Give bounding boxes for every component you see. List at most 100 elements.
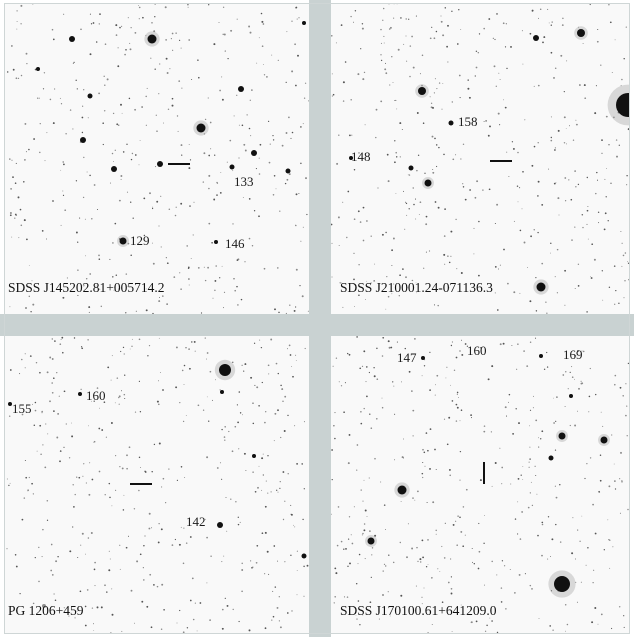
faint-star bbox=[93, 441, 95, 443]
faint-star bbox=[129, 348, 131, 350]
faint-star bbox=[580, 380, 582, 382]
faint-star bbox=[119, 544, 121, 546]
faint-star bbox=[82, 105, 84, 107]
faint-star bbox=[395, 151, 397, 154]
faint-star bbox=[592, 582, 594, 584]
bright-star bbox=[418, 87, 426, 95]
faint-star bbox=[444, 208, 446, 210]
faint-star bbox=[601, 152, 603, 154]
faint-star bbox=[581, 515, 583, 517]
faint-star bbox=[363, 350, 366, 353]
faint-star bbox=[362, 78, 365, 81]
faint-star bbox=[249, 31, 252, 34]
faint-star bbox=[381, 355, 384, 357]
faint-star bbox=[62, 296, 65, 299]
faint-star bbox=[599, 479, 602, 482]
faint-star bbox=[439, 570, 441, 572]
faint-star bbox=[537, 84, 540, 87]
faint-star bbox=[165, 57, 168, 60]
faint-star bbox=[119, 466, 121, 468]
bright-star bbox=[408, 165, 414, 171]
faint-star bbox=[483, 542, 485, 545]
faint-star bbox=[577, 349, 579, 352]
faint-star bbox=[240, 298, 243, 301]
faint-star bbox=[444, 263, 446, 265]
star-label-160-br: 160 bbox=[467, 343, 487, 358]
faint-star bbox=[144, 471, 147, 473]
faint-star bbox=[570, 198, 573, 201]
faint-star bbox=[517, 201, 519, 203]
faint-star bbox=[522, 479, 524, 480]
faint-star bbox=[503, 248, 505, 251]
faint-star bbox=[551, 538, 554, 541]
faint-star bbox=[517, 151, 519, 154]
faint-star bbox=[41, 412, 43, 414]
faint-star bbox=[440, 20, 443, 23]
faint-star bbox=[575, 123, 578, 126]
star-label-133: 133 bbox=[234, 174, 254, 189]
faint-star bbox=[88, 493, 91, 496]
faint-star bbox=[519, 292, 521, 294]
faint-star bbox=[84, 624, 87, 627]
faint-star bbox=[171, 32, 174, 35]
faint-star bbox=[621, 265, 623, 267]
faint-star bbox=[121, 630, 123, 632]
faint-star bbox=[471, 548, 473, 549]
faint-star bbox=[380, 59, 383, 62]
faint-star bbox=[188, 278, 190, 280]
faint-star bbox=[574, 424, 577, 427]
faint-star bbox=[156, 585, 159, 588]
faint-star bbox=[422, 461, 424, 464]
faint-star bbox=[460, 530, 463, 533]
faint-star bbox=[392, 237, 395, 240]
faint-star bbox=[292, 375, 294, 378]
faint-star bbox=[591, 621, 594, 624]
faint-star bbox=[537, 534, 539, 537]
faint-star bbox=[158, 523, 160, 525]
faint-star bbox=[447, 255, 449, 257]
faint-star bbox=[85, 277, 88, 280]
faint-star bbox=[191, 78, 193, 81]
faint-star bbox=[362, 532, 364, 535]
faint-star bbox=[564, 603, 567, 606]
faint-star bbox=[52, 38, 55, 41]
faint-star bbox=[28, 265, 30, 266]
faint-star bbox=[183, 364, 186, 367]
faint-star bbox=[138, 164, 140, 166]
faint-star bbox=[243, 143, 246, 146]
bright-star bbox=[220, 390, 224, 394]
faint-star bbox=[25, 307, 27, 309]
faint-star bbox=[98, 470, 101, 473]
faint-star bbox=[9, 369, 12, 371]
faint-star bbox=[614, 488, 617, 490]
faint-star bbox=[239, 521, 241, 523]
faint-star bbox=[191, 341, 193, 343]
faint-star bbox=[460, 409, 463, 411]
faint-star bbox=[221, 265, 223, 267]
faint-star bbox=[19, 592, 21, 595]
faint-star bbox=[565, 143, 567, 145]
faint-star bbox=[264, 505, 267, 508]
faint-star bbox=[144, 535, 146, 537]
faint-star bbox=[52, 200, 54, 202]
faint-star bbox=[362, 239, 365, 242]
faint-star bbox=[189, 599, 192, 602]
faint-star bbox=[175, 386, 178, 389]
faint-star bbox=[574, 558, 576, 560]
faint-star bbox=[27, 490, 29, 492]
faint-star bbox=[620, 85, 622, 87]
faint-star bbox=[621, 480, 623, 482]
faint-star bbox=[214, 279, 217, 282]
faint-star bbox=[159, 372, 161, 373]
faint-star bbox=[139, 139, 141, 141]
faint-star bbox=[357, 600, 360, 602]
faint-star bbox=[409, 45, 412, 47]
faint-star bbox=[416, 169, 418, 172]
faint-star bbox=[435, 533, 437, 535]
faint-star bbox=[180, 526, 182, 528]
faint-star bbox=[237, 304, 239, 306]
faint-star bbox=[528, 466, 530, 468]
faint-star bbox=[84, 605, 87, 608]
faint-star bbox=[484, 630, 487, 632]
faint-star bbox=[75, 79, 77, 82]
